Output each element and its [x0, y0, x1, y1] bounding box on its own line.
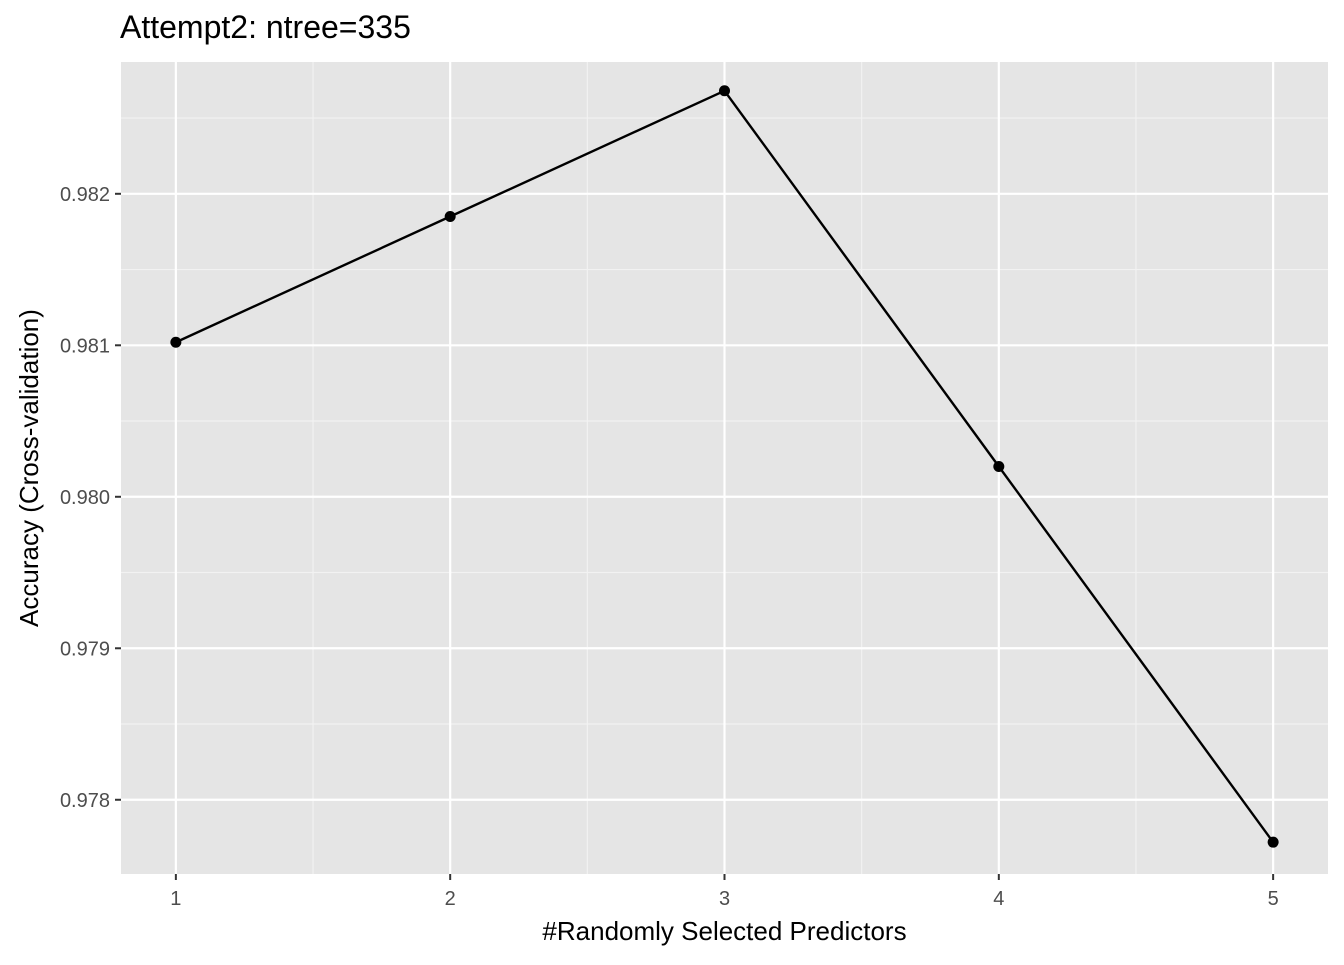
y-axis-label: Accuracy (Cross-validation) — [14, 309, 44, 627]
y-tick-label: 0.980 — [60, 487, 110, 509]
chart-title: Attempt2: ntree=335 — [120, 9, 411, 45]
y-axis: 0.978 0.979 0.980 0.981 0.982 — [60, 184, 121, 812]
data-point — [444, 211, 456, 223]
x-tick-label: 1 — [170, 888, 181, 910]
x-tick-label: 2 — [445, 888, 456, 910]
data-point — [170, 336, 182, 348]
major-gridlines — [121, 62, 1328, 874]
data-point — [1267, 836, 1279, 848]
x-axis: 1 2 3 4 5 — [170, 874, 1279, 910]
data-point — [993, 460, 1005, 472]
data-point — [719, 85, 730, 97]
x-tick-label: 5 — [1268, 888, 1279, 910]
x-axis-label: #Randomly Selected Predictors — [542, 916, 906, 946]
x-tick-label: 3 — [719, 888, 730, 910]
y-tick-label: 0.982 — [60, 184, 110, 206]
y-tick-label: 0.981 — [60, 335, 110, 357]
y-tick-label: 0.978 — [60, 790, 110, 812]
x-tick-label: 4 — [993, 888, 1004, 910]
y-tick-label: 0.979 — [60, 638, 110, 660]
series-layer — [170, 85, 1279, 848]
